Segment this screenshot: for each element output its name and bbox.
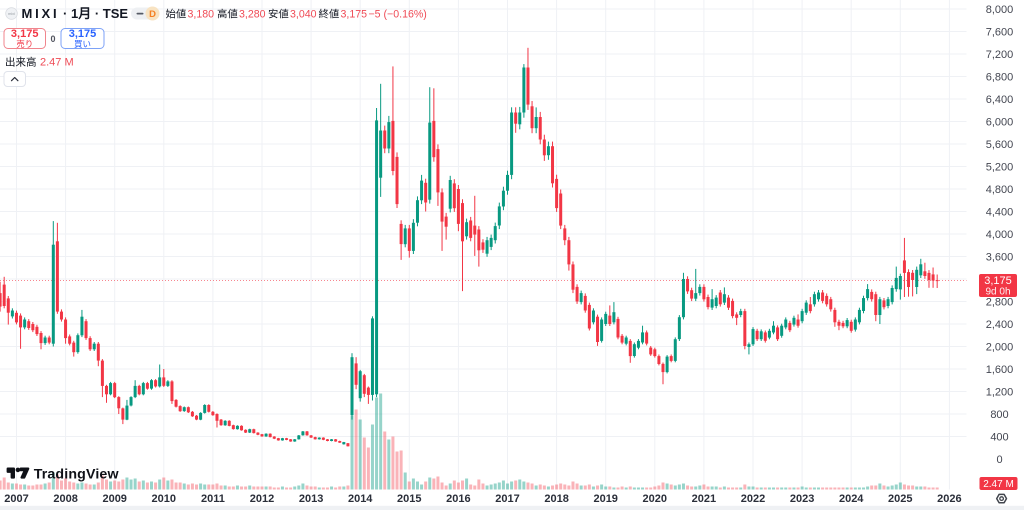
svg-text:2015: 2015 (397, 493, 421, 505)
svg-text:5,600: 5,600 (986, 139, 1014, 151)
svg-text:1,200: 1,200 (986, 387, 1014, 399)
svg-text:2024: 2024 (839, 493, 864, 505)
svg-text:2,400: 2,400 (986, 319, 1014, 331)
svg-text:D: D (149, 9, 156, 20)
svg-text:2014: 2014 (348, 493, 373, 505)
svg-text:3,175: 3,175 (341, 9, 368, 21)
svg-text:2022: 2022 (741, 493, 765, 505)
svg-text:高値: 高値 (217, 8, 238, 21)
svg-text:2016: 2016 (446, 493, 470, 505)
svg-text:2013: 2013 (299, 493, 323, 505)
svg-text:買い: 買い (74, 39, 91, 49)
svg-text:終値: 終値 (319, 8, 340, 21)
svg-text:−5 (−0.16%): −5 (−0.16%) (369, 9, 427, 21)
svg-text:4,800: 4,800 (986, 184, 1014, 196)
svg-text:4,000: 4,000 (986, 229, 1014, 241)
svg-text:1,600: 1,600 (986, 364, 1014, 376)
svg-text:3,175: 3,175 (69, 28, 97, 40)
svg-text:2010: 2010 (152, 493, 176, 505)
svg-text:2012: 2012 (250, 493, 274, 505)
svg-text:6,000: 6,000 (986, 117, 1014, 129)
svg-text:mixi: mixi (8, 11, 15, 16)
svg-text:9d 0h: 9d 0h (985, 287, 1010, 298)
svg-text:3,600: 3,600 (986, 252, 1014, 264)
svg-text:2026: 2026 (937, 493, 961, 505)
svg-text:8,000: 8,000 (986, 4, 1014, 16)
svg-text:2007: 2007 (4, 493, 28, 505)
svg-text:2.47 M: 2.47 M (983, 479, 1014, 490)
svg-text:7,200: 7,200 (986, 49, 1014, 61)
svg-text:2021: 2021 (692, 493, 716, 505)
svg-text:6,400: 6,400 (986, 94, 1014, 106)
svg-text:2009: 2009 (102, 493, 126, 505)
svg-text:800: 800 (990, 409, 1008, 421)
svg-text:5,200: 5,200 (986, 162, 1014, 174)
svg-text:安値: 安値 (268, 8, 289, 21)
svg-text:売り: 売り (16, 39, 33, 49)
svg-text:2018: 2018 (544, 493, 568, 505)
svg-text:2011: 2011 (201, 493, 225, 505)
svg-text:0: 0 (50, 34, 55, 44)
svg-text:6,800: 6,800 (986, 72, 1014, 84)
svg-text:始値: 始値 (166, 8, 187, 21)
svg-text:2008: 2008 (53, 493, 77, 505)
svg-text:3,280: 3,280 (239, 9, 266, 21)
svg-text:4,400: 4,400 (986, 207, 1014, 219)
svg-text:2019: 2019 (593, 493, 617, 505)
svg-text:2025: 2025 (888, 493, 912, 505)
svg-text:2017: 2017 (495, 493, 519, 505)
svg-text:3,040: 3,040 (290, 9, 317, 21)
svg-text:400: 400 (990, 432, 1008, 444)
svg-text:出来高: 出来高 (5, 56, 37, 69)
svg-text:0: 0 (996, 454, 1002, 466)
svg-text:2,000: 2,000 (986, 342, 1014, 354)
svg-text:3,175: 3,175 (984, 275, 1012, 287)
svg-text:MIXI · 1月 · TSE: MIXI · 1月 · TSE (22, 6, 129, 21)
svg-text:2020: 2020 (643, 493, 667, 505)
svg-text:2,800: 2,800 (986, 297, 1014, 309)
svg-text:2.47 M: 2.47 M (40, 57, 74, 69)
svg-text:TradingView: TradingView (34, 467, 120, 483)
svg-text:3,180: 3,180 (188, 9, 215, 21)
svg-text:3,175: 3,175 (11, 28, 39, 40)
svg-text:2023: 2023 (790, 493, 814, 505)
svg-text:7,600: 7,600 (986, 27, 1014, 39)
